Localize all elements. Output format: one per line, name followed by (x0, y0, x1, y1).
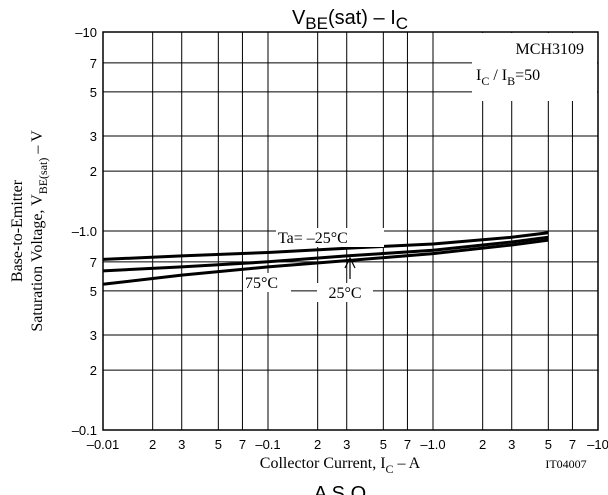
y-tick-label: 5 (90, 85, 97, 100)
y-tick-label: –10 (75, 25, 97, 40)
y-tick-label: –0.1 (72, 423, 97, 438)
x-tick-label: 7 (569, 437, 576, 452)
y-tick-label: 3 (90, 129, 97, 144)
x-tick-label: 2 (479, 437, 486, 452)
x-tick-label: –0.1 (255, 437, 280, 452)
x-tick-label: –0.01 (87, 437, 120, 452)
y-tick-label: 3 (90, 328, 97, 343)
plot: –0.01 2 3 5 7 –0.1 2 3 5 7 –1.0 2 3 5 7 –10 –0.1 2 3 5 7 –1.0… (72, 25, 608, 452)
x-tick-label: 2 (314, 437, 321, 452)
part-number: MCH3109 (516, 41, 584, 58)
x-tick-label: 3 (178, 437, 185, 452)
y-tick-label: –1.0 (72, 224, 97, 239)
y-axis-label: Base-to-Emitter (9, 179, 26, 282)
condition: IC / IB=50 (476, 67, 540, 88)
y-tick-label: 2 (90, 164, 97, 179)
x-axis-label: Collector Current, IC – A (260, 455, 421, 476)
series-label: Ta= –25°C (278, 230, 348, 247)
label-background (276, 228, 384, 247)
line (102, 238, 549, 286)
next-title: A S O (314, 483, 366, 495)
plot-frame (102, 31, 599, 431)
chart-title: VBE(sat) – IC (292, 7, 408, 33)
y-tick-label: 7 (90, 255, 97, 270)
arrow-head (344, 256, 356, 269)
x-tick-label: 3 (508, 437, 515, 452)
y-axis-label: Saturation Voltage, VBE(sat) – V (29, 130, 50, 332)
x-tick-label: 5 (380, 437, 387, 452)
line (102, 235, 549, 273)
y-tick-label: 5 (90, 284, 97, 299)
y-tick-label: 2 (90, 363, 97, 378)
label-background (317, 283, 373, 302)
x-tick-label: 2 (149, 437, 156, 452)
series-label: 75°C (245, 275, 278, 292)
x-tick-label: 7 (239, 437, 246, 452)
figure-code: IT04007 (545, 457, 586, 471)
x-tick-label: –1.0 (420, 437, 445, 452)
series-label: 25°C (328, 285, 361, 302)
y-tick-label: 7 (90, 56, 97, 71)
x-tick-label: 3 (343, 437, 350, 452)
x-tick-label: 5 (545, 437, 552, 452)
line (102, 231, 549, 261)
x-tick-label: 5 (215, 437, 222, 452)
x-tick-label: –10 (587, 437, 608, 452)
info-box (472, 33, 597, 101)
x-tick-label: 7 (404, 437, 411, 452)
label-background (243, 273, 291, 292)
